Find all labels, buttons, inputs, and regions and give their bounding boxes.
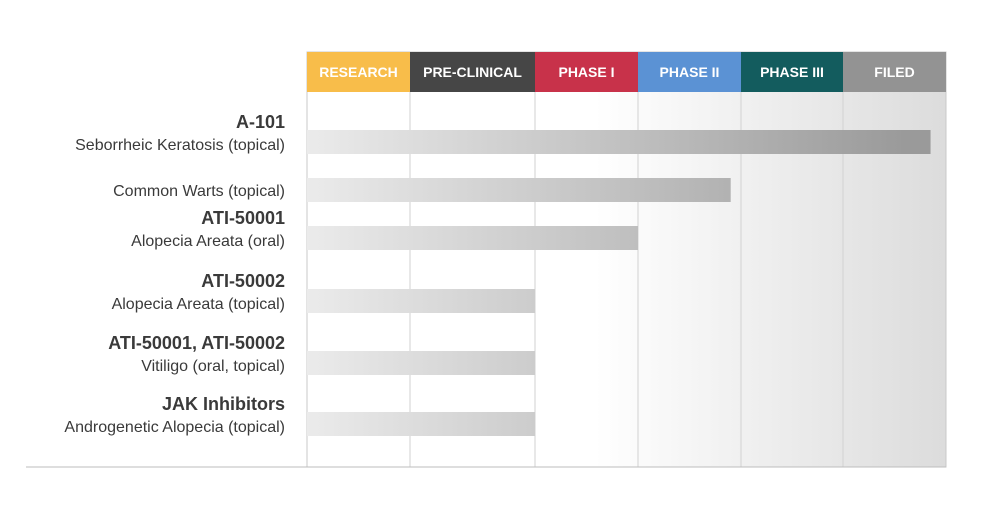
drug-name: A-101 xyxy=(236,112,285,132)
stage-header-research xyxy=(307,52,410,92)
stage-label: FILED xyxy=(874,64,914,80)
progress-bar xyxy=(307,130,931,154)
stage-label: PHASE I xyxy=(558,64,614,80)
progress-bar xyxy=(307,178,731,202)
indication-label: Alopecia Areata (oral) xyxy=(131,233,285,250)
stage-header-pre-clinical xyxy=(410,52,535,92)
stage-label: PHASE II xyxy=(660,64,720,80)
indication-label: Androgenetic Alopecia (topical) xyxy=(64,419,285,436)
stage-header-phase-ii xyxy=(638,52,741,92)
indication-label: Alopecia Areata (topical) xyxy=(112,296,285,313)
drug-name: ATI-50002 xyxy=(201,271,285,291)
progress-bar xyxy=(307,226,638,250)
stage-label: PHASE III xyxy=(760,64,824,80)
stage-header-phase-i xyxy=(535,52,638,92)
indication-label: Vitiligo (oral, topical) xyxy=(141,358,285,375)
progress-bar xyxy=(307,351,535,375)
stage-header-phase-iii xyxy=(741,52,843,92)
progress-bar xyxy=(307,289,535,313)
stage-label: RESEARCH xyxy=(319,64,398,80)
indication-label: Common Warts (topical) xyxy=(113,183,285,200)
stage-header-filed xyxy=(843,52,946,92)
progress-bar xyxy=(307,412,535,436)
drug-name: ATI-50001, ATI-50002 xyxy=(108,333,285,353)
drug-name: ATI-50001 xyxy=(201,208,285,228)
plot-background xyxy=(307,92,946,467)
stage-label: PRE-CLINICAL xyxy=(423,64,522,80)
indication-label: Seborrheic Keratosis (topical) xyxy=(75,137,285,154)
drug-name: JAK Inhibitors xyxy=(162,394,285,414)
